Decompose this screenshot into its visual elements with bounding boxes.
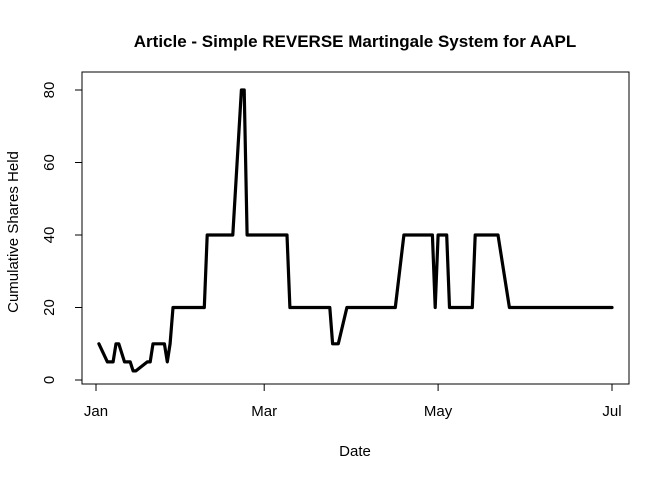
series-line-0 (97, 88, 614, 373)
plot-frame (81, 71, 630, 385)
y-tick-label: 80 (41, 82, 58, 99)
y-tick-label: 20 (41, 299, 58, 316)
y-tick-label: 0 (41, 376, 58, 384)
x-tick-label: May (424, 403, 453, 420)
x-tick-label: Jul (602, 403, 621, 420)
y-tick-label: 60 (41, 154, 58, 171)
x-axis-label: Date (339, 443, 371, 460)
series-layer (97, 88, 614, 373)
y-axis-label: Cumulative Shares Held (5, 151, 22, 313)
y-tick-label: 40 (41, 227, 58, 244)
chart-title: Article - Simple REVERSE Martingale Syst… (134, 32, 576, 51)
x-tick-label: Mar (251, 403, 277, 420)
x-tick-label: Jan (84, 403, 108, 420)
y-axis: 0 20 40 60 80 (41, 82, 83, 384)
x-axis: Jan Mar May Jul (84, 383, 622, 420)
